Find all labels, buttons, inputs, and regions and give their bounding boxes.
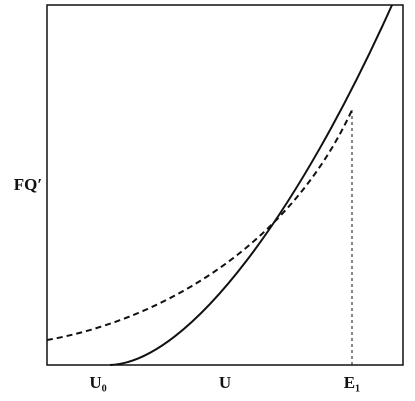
x-axis-label: U₀ <box>89 373 106 392</box>
plot-frame <box>46 4 404 366</box>
solid-curve <box>109 4 393 366</box>
y-axis-label: FQ′ <box>14 175 42 194</box>
x-axis-label: E₁ <box>344 373 360 392</box>
x-axis-label: U <box>219 373 231 392</box>
dashed-curve <box>46 109 353 341</box>
